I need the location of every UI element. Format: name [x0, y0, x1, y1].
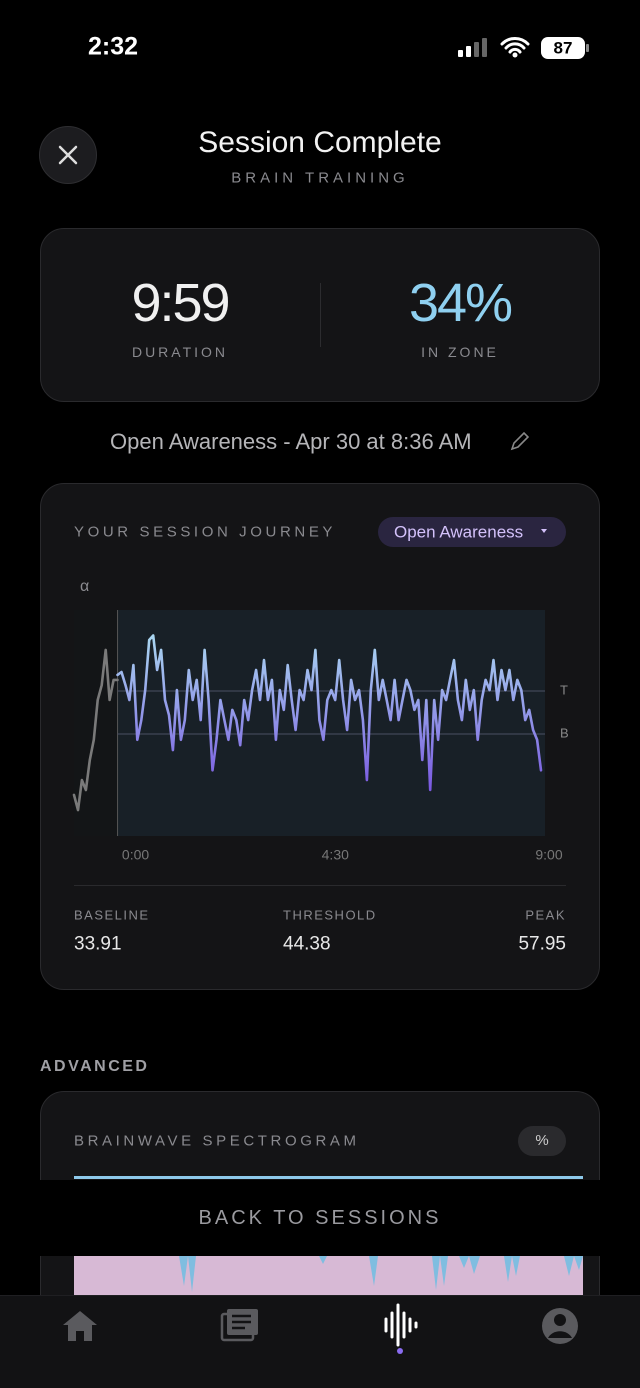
- series-line: [72, 648, 119, 812]
- y-axis-label: α: [80, 578, 89, 595]
- tab-session[interactable]: [384, 1303, 418, 1354]
- tab-profile[interactable]: [542, 1308, 578, 1344]
- close-button[interactable]: [39, 126, 97, 184]
- reference-label: B: [560, 725, 569, 740]
- session-background: [117, 610, 546, 836]
- journey-title: YOUR SESSION JOURNEY: [74, 523, 337, 541]
- reference-label: T: [560, 682, 568, 697]
- divider: [320, 283, 321, 347]
- unit-toggle[interactable]: %: [518, 1126, 566, 1156]
- page-subtitle: BRAIN TRAINING: [231, 169, 409, 187]
- section-title: ADVANCED: [40, 1058, 150, 1075]
- status-time: 2:32: [88, 32, 139, 61]
- duration-value: 9:59: [131, 273, 230, 333]
- x-tick-label: 4:30: [322, 847, 349, 863]
- stat-label: PEAK: [525, 907, 566, 923]
- page-title: Session Complete: [198, 126, 442, 159]
- duration-label: DURATION: [131, 344, 229, 360]
- tab-home[interactable]: [63, 1311, 97, 1341]
- status-icons: [458, 37, 589, 59]
- stat-value: 33.91: [74, 933, 122, 955]
- close-icon: [58, 145, 78, 165]
- x-tick-label: 0:00: [122, 847, 149, 863]
- spectrogram-edge: [74, 1176, 583, 1179]
- dropdown-caret: [541, 529, 547, 533]
- stat-label: THRESHOLD: [283, 907, 377, 923]
- series-line: [116, 634, 543, 792]
- battery-level: 87: [553, 38, 573, 58]
- mode-selector[interactable]: [378, 517, 566, 547]
- stat-value: 44.38: [283, 933, 331, 955]
- stat-value: 57.95: [518, 933, 566, 955]
- in-zone-label: IN ZONE: [421, 344, 499, 360]
- tab-icons: [63, 1303, 578, 1354]
- back-button[interactable]: [0, 1180, 640, 1256]
- tab-library[interactable]: [220, 1309, 258, 1342]
- divider: [74, 885, 566, 886]
- spectrogram-title: BRAINWAVE SPECTROGRAM: [74, 1132, 360, 1150]
- edit-icon[interactable]: [508, 431, 532, 453]
- in-zone-value: 34%: [408, 273, 513, 333]
- spectrogram: [74, 1256, 583, 1296]
- mode-label: Open Awareness: [394, 522, 524, 542]
- back-button-label: BACK TO SESSIONS: [198, 1207, 442, 1229]
- journey-chart: α 0:00 4:30 9:00 T B: [72, 578, 569, 863]
- tab-bar: [0, 1295, 640, 1388]
- session-info: Open Awareness - Apr 30 at 8:36 AM: [110, 429, 472, 454]
- stat-label: BASELINE: [74, 907, 150, 923]
- x-tick-label: 9:00: [535, 847, 562, 863]
